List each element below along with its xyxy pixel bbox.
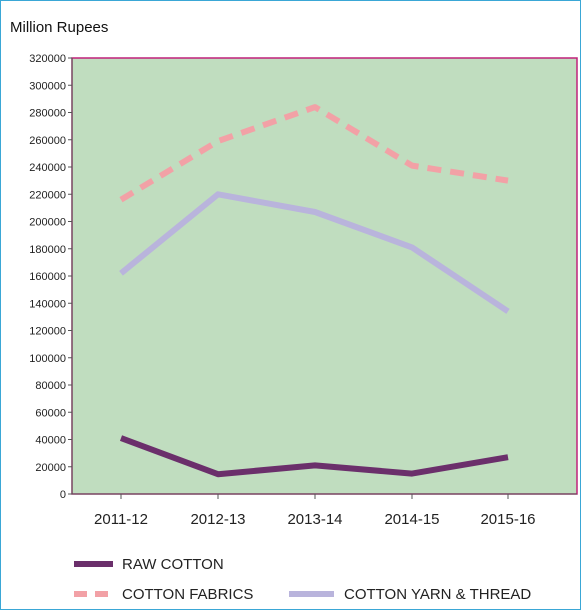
y-tick-label: 220000: [29, 189, 66, 201]
x-axis: 2011-12 2012-13 2013-14 2014-15 2015-16: [72, 494, 577, 528]
plot-area: [72, 58, 577, 494]
y-tick-label: 80000: [35, 380, 66, 392]
x-tick-label: 2014-15: [384, 511, 439, 528]
y-tick-label: 240000: [29, 162, 66, 174]
legend-label: COTTON YARN & THREAD: [344, 586, 531, 603]
y-tick-label: 180000: [29, 244, 66, 256]
y-tick-label: 140000: [29, 298, 66, 310]
x-tick-label: 2015-16: [480, 511, 535, 528]
y-tick-label: 260000: [29, 135, 66, 147]
y-axis: 0 20000 40000 60000 80000 100000 120000 140000 1…: [29, 53, 72, 501]
legend: RAW COTTON COTTON FABRICS COTTON YARN & TH…: [74, 556, 531, 603]
x-tick-label: 2012-13: [190, 511, 245, 528]
legend-item: COTTON YARN & THREAD: [289, 586, 531, 603]
y-tick-label: 300000: [29, 80, 66, 92]
y-tick-label: 60000: [35, 407, 66, 419]
y-tick-label: 20000: [35, 462, 66, 474]
y-tick-label: 320000: [29, 53, 66, 65]
y-tick-label: 0: [60, 489, 66, 501]
y-tick-label: 40000: [35, 435, 66, 447]
x-tick-label: 2013-14: [287, 511, 342, 528]
y-tick-label: 120000: [29, 326, 66, 338]
legend-item: COTTON FABRICS: [74, 586, 253, 603]
y-axis-unit-label: Million Rupees: [10, 19, 108, 36]
x-tick-label: 2011-12: [94, 511, 148, 528]
legend-item: RAW COTTON: [74, 556, 224, 573]
y-tick-label: 160000: [29, 271, 66, 283]
y-tick-label: 200000: [29, 217, 66, 229]
legend-label: COTTON FABRICS: [122, 586, 253, 603]
y-tick-label: 280000: [29, 108, 66, 120]
legend-label: RAW COTTON: [122, 556, 224, 573]
y-tick-label: 100000: [29, 353, 66, 365]
